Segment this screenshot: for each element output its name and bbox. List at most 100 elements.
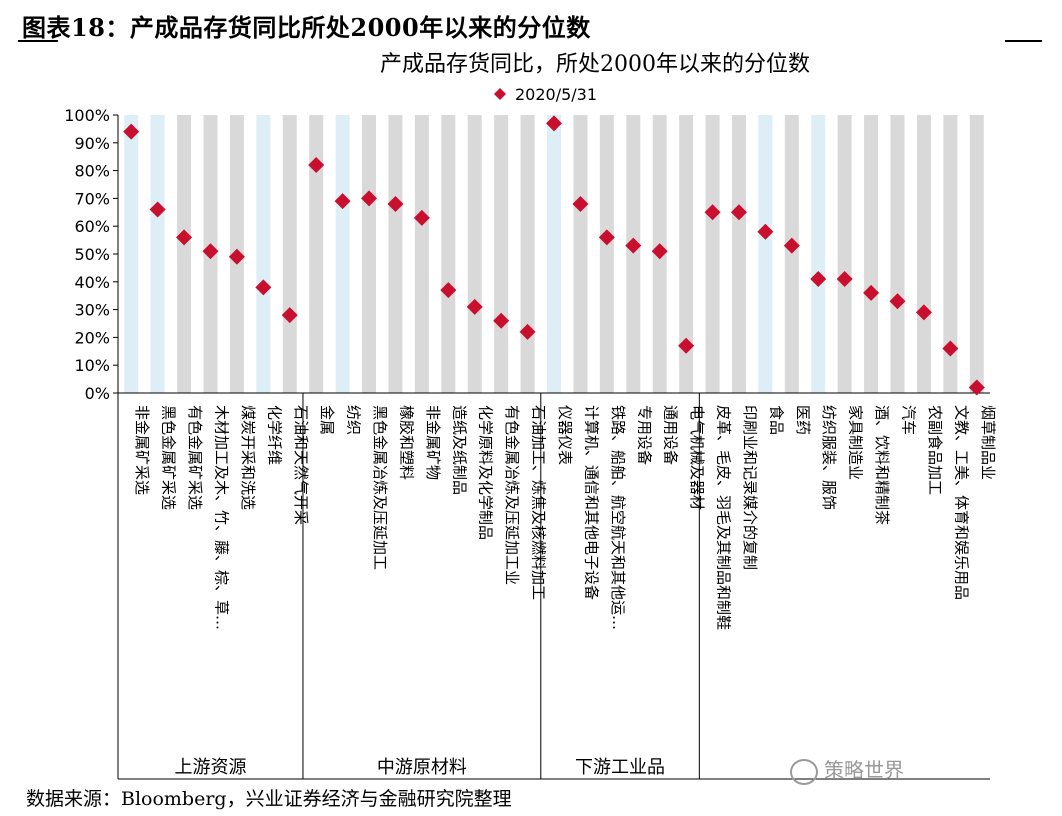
data-point-marker: [651, 243, 668, 260]
category-label: 有色金属矿采选: [186, 405, 204, 510]
data-point-marker: [176, 229, 193, 246]
category-label: 煤炭开采和洗选: [239, 405, 257, 510]
category-band: [414, 115, 429, 393]
category-band: [494, 115, 509, 393]
category-label: 有色金属冶炼及压延加工业: [503, 405, 521, 585]
category-label: 印刷业和记录媒介的复制: [741, 405, 759, 570]
data-point-marker: [440, 282, 457, 299]
category-label: 酒、饮料和精制茶: [873, 405, 891, 525]
y-tick-label: 0%: [85, 384, 110, 403]
category-band: [335, 115, 350, 393]
category-label: 木材加工及木、竹、藤、棕、草…: [212, 405, 230, 630]
category-band: [731, 115, 746, 393]
wechat-icon: [790, 758, 818, 785]
category-label: 石油加工、炼焦及核燃料加工: [530, 405, 548, 600]
data-point-marker: [149, 201, 166, 218]
category-label: 专用设备: [635, 405, 653, 465]
category-band: [890, 115, 905, 393]
data-point-marker: [255, 279, 272, 296]
category-label: 黑色金属矿采选: [160, 405, 178, 510]
data-point-marker: [810, 271, 827, 288]
data-point-marker: [704, 204, 721, 221]
category-label: 石油和天然气开采: [292, 405, 310, 525]
category-band: [309, 115, 324, 393]
data-point-marker: [836, 271, 853, 288]
title-rule-right: [1005, 40, 1042, 42]
category-label: 汽车: [900, 405, 918, 435]
data-point-marker: [942, 340, 959, 357]
data-point-marker: [334, 193, 351, 210]
figure-title: 图表18：产成品存货同比所处2000年以来的分位数: [22, 13, 591, 42]
category-band: [599, 115, 614, 393]
category-label: 烟草制品业: [979, 405, 997, 480]
category-band: [837, 115, 852, 393]
source-note: 数据来源：Bloomberg，兴业证券经济与金融研究院整理: [26, 788, 512, 810]
y-tick-label: 10%: [74, 356, 110, 375]
category-band: [784, 115, 799, 393]
category-band: [626, 115, 641, 393]
category-band: [520, 115, 535, 393]
data-point-marker: [730, 204, 747, 221]
category-band: [547, 115, 561, 393]
category-label: 文教、工美、体育和娱乐用品: [952, 405, 970, 600]
category-label: 医药: [794, 405, 812, 435]
category-band: [150, 115, 165, 393]
category-band: [467, 115, 482, 393]
category-band: [864, 115, 879, 393]
category-band: [388, 115, 403, 393]
category-label: 纺织: [345, 405, 363, 435]
category-band: [362, 115, 377, 393]
data-point-marker: [598, 229, 615, 246]
data-point-marker: [493, 312, 510, 329]
category-label: 非金属矿采选: [133, 405, 151, 495]
watermark: 策略世界: [790, 754, 904, 785]
data-point-marker: [361, 190, 378, 207]
data-point-marker: [572, 195, 589, 212]
category-label: 农副食品加工: [926, 405, 944, 495]
data-point-marker: [546, 115, 562, 132]
y-tick-label: 90%: [74, 134, 110, 153]
category-label: 金属: [318, 405, 336, 435]
y-axis-ticks: 0% 10% 20% 30% 40% 50% 60% 70% 80% 90% 100%: [64, 106, 118, 403]
data-point-marker: [387, 195, 404, 212]
y-tick-label: 30%: [74, 301, 110, 320]
data-point-marker: [413, 209, 430, 226]
group-label: 中游原材料: [377, 757, 467, 778]
group-labels: 上游资源 中游原材料 下游工业品: [174, 757, 665, 778]
data-point-marker: [915, 304, 932, 321]
y-tick-label: 40%: [74, 273, 110, 292]
group-label: 上游资源: [174, 757, 246, 778]
category-label: 化学纤维: [265, 405, 283, 465]
legend-label: 2020/5/31: [515, 85, 597, 104]
category-label: 通用设备: [662, 405, 680, 465]
data-point-marker: [863, 284, 880, 301]
category-band: [969, 115, 984, 393]
y-tick-label: 80%: [74, 162, 110, 181]
category-label: 造纸及纸制品: [450, 405, 468, 495]
data-point-marker: [308, 157, 325, 174]
category-label: 非金属矿物: [424, 405, 442, 480]
category-label: 橡胶和塑料: [397, 405, 415, 480]
category-band: [124, 115, 139, 393]
legend: 2020/5/31: [494, 85, 597, 104]
data-point-marker: [202, 243, 219, 260]
category-label: 皮革、毛皮、羽毛及其制品和制鞋: [715, 405, 733, 630]
category-label: 计算机、通信和其他电子设备: [582, 405, 600, 600]
category-label: 仪器仪表: [556, 405, 574, 465]
category-bands: [124, 115, 984, 393]
data-point-marker: [968, 379, 985, 396]
category-band: [758, 115, 773, 393]
data-point-marker: [757, 223, 774, 240]
category-label: 电气机械及器材: [688, 405, 706, 510]
category-band: [177, 115, 192, 393]
category-band: [282, 115, 297, 393]
legend-marker-icon: [494, 88, 506, 100]
title-rule-left: [18, 40, 58, 42]
data-point-marker: [519, 323, 536, 340]
category-band: [811, 115, 826, 393]
category-label: 化学原料及化学制品: [477, 405, 495, 540]
category-band: [256, 115, 271, 393]
category-label: 家具制造业: [847, 405, 865, 480]
data-points: [123, 115, 985, 396]
